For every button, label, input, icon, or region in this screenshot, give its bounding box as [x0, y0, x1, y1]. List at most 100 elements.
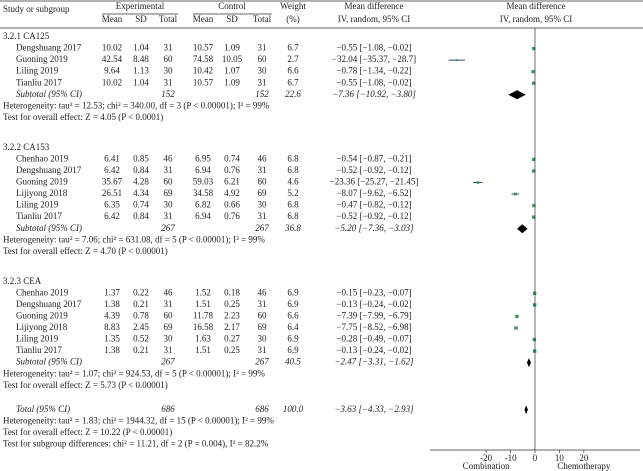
summary-label: Subtotal (95% CI) [16, 89, 82, 99]
study-cell: 0.84 [133, 211, 149, 221]
study-cell: 74.58 [193, 54, 214, 64]
study-cell: 34.58 [193, 188, 214, 198]
header-control: Control [218, 1, 246, 11]
study-cell: 2.45 [133, 322, 149, 332]
summary-label: Total (95% CI) [16, 404, 70, 414]
x-tick-label: 0 [533, 453, 538, 463]
study-cell: 35.67 [102, 177, 123, 187]
study-md-label: −0.15 [−0.23, −0.07] [336, 287, 411, 297]
study-weight: 6.7 [287, 77, 299, 87]
summary-ctl-total: 152 [255, 89, 269, 99]
study-cell: 30 [258, 200, 268, 210]
study-weight: 6.9 [287, 334, 299, 344]
study-weight: 6.9 [287, 287, 299, 297]
study-cell: 60 [164, 54, 174, 64]
study-cell: 0.52 [133, 334, 149, 344]
study-cell: 0.18 [224, 287, 240, 297]
summary-md-label: −7.36 [−10.92, −3.80] [332, 89, 416, 99]
x-tick-label: -10 [505, 453, 517, 463]
study-name: Lijiyong 2018 [16, 322, 68, 332]
header-column: SD [135, 14, 147, 24]
study-cell: 1.13 [133, 66, 149, 76]
study-cell: 1.09 [224, 43, 240, 53]
header-study: Study or subgroup [3, 4, 70, 14]
header-column: Mean [193, 14, 214, 24]
group-title: 3.2.1 CA125 [3, 31, 50, 41]
study-cell: 31 [164, 77, 173, 87]
study-cell: 0.78 [133, 311, 149, 321]
study-cell: 69 [164, 322, 174, 332]
study-weight: 6.8 [287, 200, 299, 210]
study-name: Liling 2019 [16, 66, 59, 76]
study-square [476, 181, 480, 184]
study-cell: 10.02 [102, 77, 122, 87]
summary-exp-total: 267 [161, 223, 175, 233]
study-cell: 8.83 [104, 322, 120, 332]
study-cell: 10.42 [193, 66, 213, 76]
study-cell: 31 [258, 77, 267, 87]
study-cell: 1.04 [133, 77, 149, 87]
study-name: Liling 2019 [16, 334, 59, 344]
study-cell: 2.17 [224, 322, 240, 332]
study-cell: 16.58 [193, 322, 214, 332]
heterogeneity: Heterogeneity: tau² = 12.53; chi² = 340.… [3, 100, 270, 110]
study-cell: 60 [258, 54, 268, 64]
study-cell: 6.95 [195, 153, 211, 163]
study-weight: 6.4 [287, 322, 299, 332]
study-square [531, 46, 536, 51]
header-weight-unit: (%) [286, 14, 300, 24]
study-name: Tianliu 2017 [16, 77, 62, 87]
study-md-label: −7.75 [−8.52, −6.98] [336, 322, 411, 332]
x-tick-label: -20 [480, 453, 492, 463]
study-cell: 9.64 [104, 66, 120, 76]
summary-ctl-total: 267 [255, 223, 269, 233]
study-cell: 6.94 [195, 165, 211, 175]
study-cell: 31 [164, 43, 173, 53]
study-square [513, 192, 517, 196]
summary-weight: 22.6 [285, 89, 301, 99]
study-weight: 4.6 [287, 177, 299, 187]
study-cell: 1.38 [104, 299, 120, 309]
study-weight: 6.7 [287, 43, 299, 53]
study-md-label: −7.39 [−7.99, −6.79] [336, 311, 411, 321]
study-cell: 0.21 [133, 345, 149, 355]
study-cell: 31 [164, 299, 173, 309]
study-cell: 6.41 [104, 153, 120, 163]
study-cell: 30 [258, 66, 268, 76]
x-left-label: Combination [463, 461, 510, 471]
study-name: Guoning 2019 [16, 177, 68, 187]
study-weight: 6.8 [287, 165, 299, 175]
study-square [532, 203, 536, 208]
study-cell: 46 [164, 287, 174, 297]
study-md-label: −0.47 [−0.82, −0.12] [336, 200, 411, 210]
study-md-label: −0.13 [−0.24, −0.02] [336, 299, 411, 309]
study-square [515, 314, 519, 319]
study-cell: 4.34 [133, 188, 149, 198]
study-cell: 31 [258, 165, 267, 175]
study-cell: 30 [164, 200, 174, 210]
study-cell: 1.51 [195, 299, 211, 309]
study-name: Tianliu 2017 [16, 345, 62, 355]
summary-md-label: −5.20 [−7.36, −3.03] [334, 223, 414, 233]
study-weight: 6.9 [287, 299, 299, 309]
study-cell: 0.74 [133, 200, 149, 210]
study-md-label: −0.55 [−1.08, −0.02] [336, 77, 411, 87]
total-overall: Test for overall effect: Z = 10.22 (P < … [3, 427, 172, 437]
study-cell: 1.51 [195, 345, 211, 355]
pooled-diamond [517, 224, 528, 234]
study-cell: 0.85 [133, 153, 149, 163]
study-cell: 31 [164, 165, 173, 175]
study-cell: 26.51 [102, 188, 122, 198]
study-name: Lijiyong 2018 [16, 188, 68, 198]
study-md-label: −0.52 [−0.92, −0.12] [336, 165, 411, 175]
study-md-label: −0.78 [−1.34, −0.22] [336, 66, 411, 76]
study-cell: 60 [164, 177, 174, 187]
study-weight: 2.7 [287, 54, 299, 64]
study-name: Dengshuang 2017 [16, 43, 82, 53]
study-square [532, 291, 537, 296]
overall-effect: Test for overall effect: Z = 5.73 (P < 0… [3, 380, 168, 390]
study-cell: 1.52 [195, 287, 211, 297]
study-md-label: −8.07 [−9.62, −6.52] [336, 188, 411, 198]
study-weight: 6.6 [287, 66, 299, 76]
